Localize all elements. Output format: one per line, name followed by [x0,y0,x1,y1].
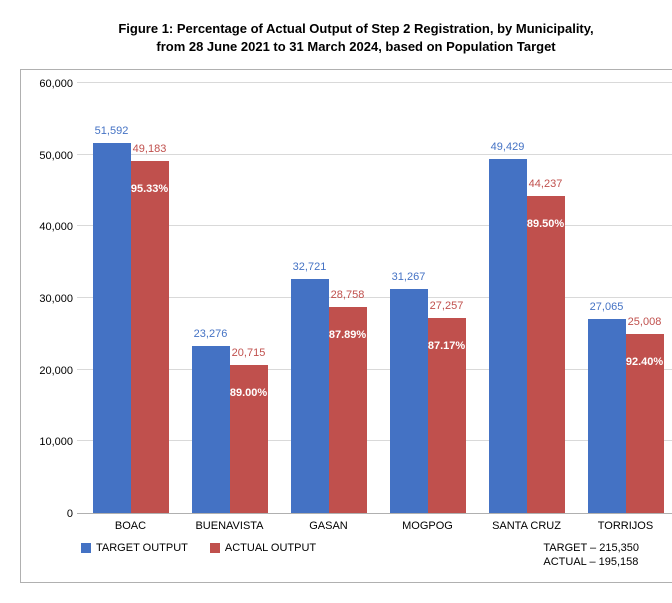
actual-bar: 44,23789.50% [527,196,565,513]
actual-bar: 27,25787.17% [428,318,466,513]
y-tick-label: 30,000 [33,293,73,305]
bar-group: 51,59249,18395.33% [93,143,169,513]
bar-group: 49,42944,23789.50% [489,159,565,513]
category-label: GASAN [289,520,369,532]
percentage-label: 89.00% [230,387,267,399]
figure-title: Figure 1: Percentage of Actual Output of… [20,20,672,55]
category-label: SANTA CRUZ [487,520,567,532]
totals-actual: ACTUAL – 195,158 [543,556,639,570]
bar-group: 27,06525,00892.40% [588,319,664,513]
percentage-label: 92.40% [626,356,663,368]
actual-value-label: 27,257 [430,300,464,312]
target-bar: 32,721 [291,279,329,514]
y-tick-label: 0 [33,508,73,520]
bar-group: 32,72128,75887.89% [291,279,367,514]
totals: TARGET – 215,350 ACTUAL – 195,158 [543,542,639,570]
actual-value-label: 28,758 [331,289,365,301]
category-label: BOAC [91,520,171,532]
actual-bar: 20,71589.00% [230,365,268,513]
legend-actual: ACTUAL OUTPUT [210,542,316,554]
actual-bar: 49,18395.33% [131,161,169,513]
target-bar: 49,429 [489,159,527,513]
y-axis: 010,00020,00030,00040,00050,00060,000 [33,84,77,514]
target-bar: 31,267 [390,289,428,513]
legend-target: TARGET OUTPUT [81,542,188,554]
target-value-label: 23,276 [194,328,228,340]
percentage-label: 89.50% [527,218,564,230]
legend-actual-swatch [210,543,220,553]
legend-items: TARGET OUTPUT ACTUAL OUTPUT [81,542,316,554]
target-value-label: 51,592 [95,125,129,137]
bar-group: 31,26727,25787.17% [390,289,466,513]
actual-value-label: 44,237 [529,178,563,190]
category-label: TORRIJOS [586,520,666,532]
percentage-label: 95.33% [131,183,168,195]
legend-target-label: TARGET OUTPUT [96,542,188,554]
y-tick-label: 10,000 [33,436,73,448]
bars-row: 51,59249,18395.33%23,27620,71589.00%32,7… [77,84,672,513]
chart-frame: 0 10,000 20,000 30,000 40,000 50,000 60,000 51… [20,69,672,583]
percentage-label: 87.17% [428,340,465,352]
percentage-label: 87.89% [329,329,366,341]
target-value-label: 32,721 [293,261,327,273]
figure-container: Figure 1: Percentage of Actual Output of… [20,20,672,583]
gridline [77,82,672,83]
target-value-label: 31,267 [392,271,426,283]
target-bar: 23,276 [192,346,230,513]
legend-target-swatch [81,543,91,553]
y-tick-label: 50,000 [33,150,73,162]
legend-row: TARGET OUTPUT ACTUAL OUTPUT TARGET – 215… [33,532,672,574]
actual-value-label: 20,715 [232,347,266,359]
actual-value-label: 25,008 [628,316,662,328]
x-axis-labels: BOAC BUENAVISTA GASAN MOGPOG SANTA CRUZ TORRI… [33,514,672,532]
legend-actual-label: ACTUAL OUTPUT [225,542,316,554]
y-tick-label: 20,000 [33,365,73,377]
totals-target: TARGET – 215,350 [543,542,639,556]
actual-value-label: 49,183 [133,143,167,155]
target-bar: 27,065 [588,319,626,513]
actual-bar: 25,00892.40% [626,334,664,513]
target-value-label: 27,065 [590,301,624,313]
actual-bar: 28,75887.89% [329,307,367,513]
plot-area: 010,00020,00030,00040,00050,00060,000 51… [33,84,672,514]
title-line-1: Figure 1: Percentage of Actual Output of… [118,21,593,36]
category-label: MOGPOG [388,520,468,532]
category-label: BUENAVISTA [190,520,270,532]
title-line-2: from 28 June 2021 to 31 March 2024, base… [156,39,555,54]
y-tick-label: 40,000 [33,221,73,233]
target-value-label: 49,429 [491,141,525,153]
y-tick-label: 60,000 [33,78,73,90]
bars-region: 51,59249,18395.33%23,27620,71589.00%32,7… [77,84,672,514]
bar-group: 23,27620,71589.00% [192,346,268,513]
target-bar: 51,592 [93,143,131,513]
